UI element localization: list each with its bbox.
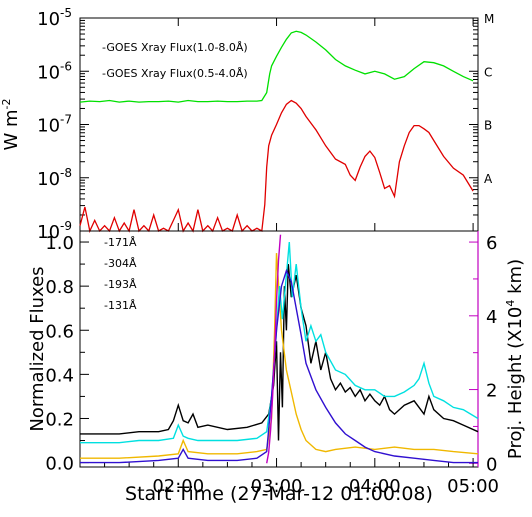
flare-class-label-A: A	[484, 172, 493, 186]
top-series-line-1	[79, 99, 474, 234]
bottom-y-tick-label: 0.2	[45, 409, 74, 430]
bottom-y-axis-title: Normalized Fluxes	[27, 266, 48, 431]
top-legend-entry-1: -GOES Xray Flux(0.5-4.0Å)	[102, 67, 248, 80]
bottom-legend-entry-2: -193Å	[104, 278, 137, 291]
flare-class-label-B: B	[484, 119, 492, 133]
bottom-series-line-3	[80, 268, 478, 464]
bottom-series-line-4	[266, 234, 282, 464]
bottom-y-tick-label: 0.4	[45, 365, 74, 386]
right-y-tick-label: 6	[486, 233, 497, 254]
top-y-tick-label: 10-7	[37, 113, 72, 137]
bottom-y-tick-label: 0.8	[45, 277, 74, 298]
bottom-x-tick-label: 05:00	[447, 476, 499, 497]
bottom-x-tick-label: 04:00	[349, 476, 401, 497]
flare-class-label-C: C	[484, 65, 492, 79]
right-y-tick-label: 4	[486, 307, 497, 328]
top-y-tick-label: 10-6	[37, 59, 72, 83]
top-legend-entry-0: -GOES Xray Flux(1.0-8.0Å)	[102, 41, 248, 54]
top-y-tick-label: 10-5	[37, 6, 72, 30]
top-y-tick-label: 10-8	[37, 166, 72, 190]
bottom-series-line-2	[80, 241, 479, 444]
top-y-tick-label: 10-9	[37, 219, 72, 243]
bottom-y-tick-label: 1.0	[45, 233, 74, 254]
top-panel-goes: 10-5 10-6 10-7 10-8 10-9 W m-2 M C B A -GOES Xray …	[0, 6, 494, 243]
bottom-x-tick-label: 03:00	[251, 476, 303, 497]
bottom-panel-aia: 0.0 0.2 0.4 0.6 0.8 1.0 0 2 4 6 02:00 03:00 04:00 05:…	[27, 230, 526, 505]
x-axis-title: Start Time (27-Mar-12 01:00:08)	[125, 483, 433, 505]
bottom-legend-entry-1: -304Å	[104, 257, 137, 270]
top-series-line-0	[79, 30, 474, 103]
top-y-axis-label: W m-2	[0, 98, 22, 150]
right-y-tick-label: 2	[486, 381, 497, 402]
flare-class-label-M: M	[484, 12, 494, 26]
bottom-y-tick-label: 0.6	[45, 321, 74, 342]
right-y-axis-title: Proj. Height (X104 km)	[504, 259, 526, 459]
right-y-tick-label: 0	[486, 454, 497, 475]
bottom-y-tick-label: 0.0	[45, 454, 74, 475]
bottom-series-line-1	[80, 253, 479, 459]
bottom-series-line-0	[80, 264, 479, 441]
bottom-legend-entry-3: -131Å	[104, 299, 137, 312]
bottom-legend-entry-0: -171Å	[104, 236, 137, 249]
bottom-x-tick-label: 02:00	[152, 476, 204, 497]
